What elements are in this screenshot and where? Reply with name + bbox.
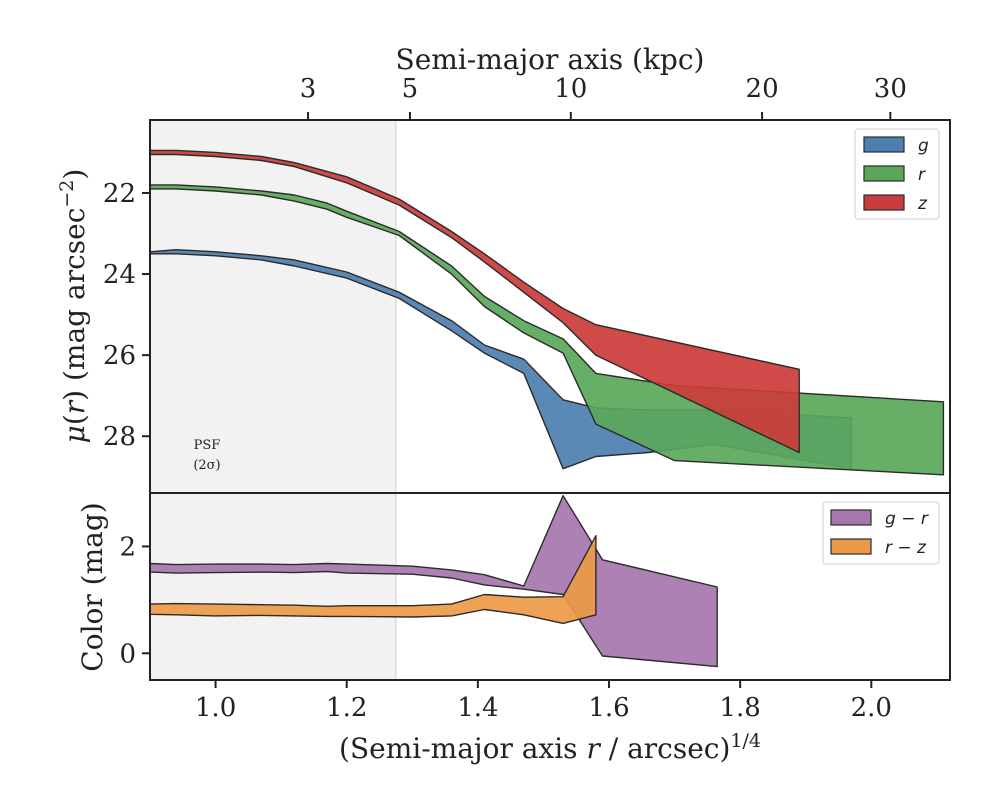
y-tick-label: 28 [103, 422, 136, 452]
legend-label: r [918, 165, 926, 185]
x-tick-label: 1.0 [195, 693, 236, 723]
psf-shaded-region-top [150, 120, 396, 493]
y-tick-label: 2 [119, 532, 136, 562]
series-band-rz [150, 535, 597, 625]
bottom-panel-frame [149, 492, 951, 681]
legend-swatch [863, 194, 905, 211]
top-y-ticks: 22 24 26 28 [103, 179, 150, 452]
bottom-x-ticks: 1.0 1.2 1.4 1.6 1.8 2.0 [195, 680, 892, 723]
legend-swatch [863, 165, 905, 182]
legend-label: r − z [885, 538, 927, 558]
legend-swatch [863, 136, 905, 153]
top-legend: grz [854, 128, 940, 220]
x-tick-label: 1.2 [326, 693, 367, 723]
bottom-panel: 02 1.0 1.2 1.4 1.6 1.8 2.0 Color (mag) (Semi-… [76, 492, 951, 765]
top-y-exp: −2 [56, 180, 78, 208]
kpc-axis-ticks: 351020305075 [300, 74, 907, 120]
kpc-tick-label: 5 [402, 74, 419, 104]
psf-shaded-region-bottom [150, 493, 396, 680]
series-band-z [150, 149, 800, 454]
y-tick-label: 26 [103, 341, 136, 371]
top-axis-label: Semi-major axis (kpc) [396, 43, 705, 76]
legend-label: g [918, 136, 929, 156]
bottom-series-group [150, 495, 718, 668]
series-band-gr [150, 495, 718, 668]
legend-label: g − r [885, 509, 929, 529]
kpc-tick-label: 10 [554, 74, 587, 104]
bottom-legend: g − r r − z [822, 501, 940, 565]
psf-note-line2: (2σ) [193, 458, 220, 473]
bottom-y-axis-label: Color (mag) [76, 502, 109, 671]
y-tick-label: 0 [119, 639, 136, 669]
legend-label: z [917, 194, 928, 214]
kpc-tick-label: 20 [746, 74, 779, 104]
x-tick-label: 1.6 [588, 693, 629, 723]
kpc-tick-label: 30 [874, 74, 907, 104]
x-tick-label: 1.8 [719, 693, 760, 723]
legend-swatch [830, 509, 872, 526]
x-tick-label: 2.0 [851, 693, 892, 723]
y-tick-label: 24 [103, 260, 136, 290]
kpc-tick-label: 3 [300, 74, 317, 104]
x-tick-label: 1.4 [457, 693, 498, 723]
legend-swatch [830, 538, 872, 555]
psf-note-line1: PSF [194, 438, 221, 453]
top-y-axis-label: μ(r) (mag arcsec−2) [56, 169, 91, 444]
bottom-x-axis-label: (Semi-major axis r / arcsec)1/4 [339, 730, 761, 765]
y-tick-label: 22 [103, 179, 136, 209]
top-series-group [150, 149, 945, 476]
bottom-y-ticks: 02 [119, 532, 150, 669]
